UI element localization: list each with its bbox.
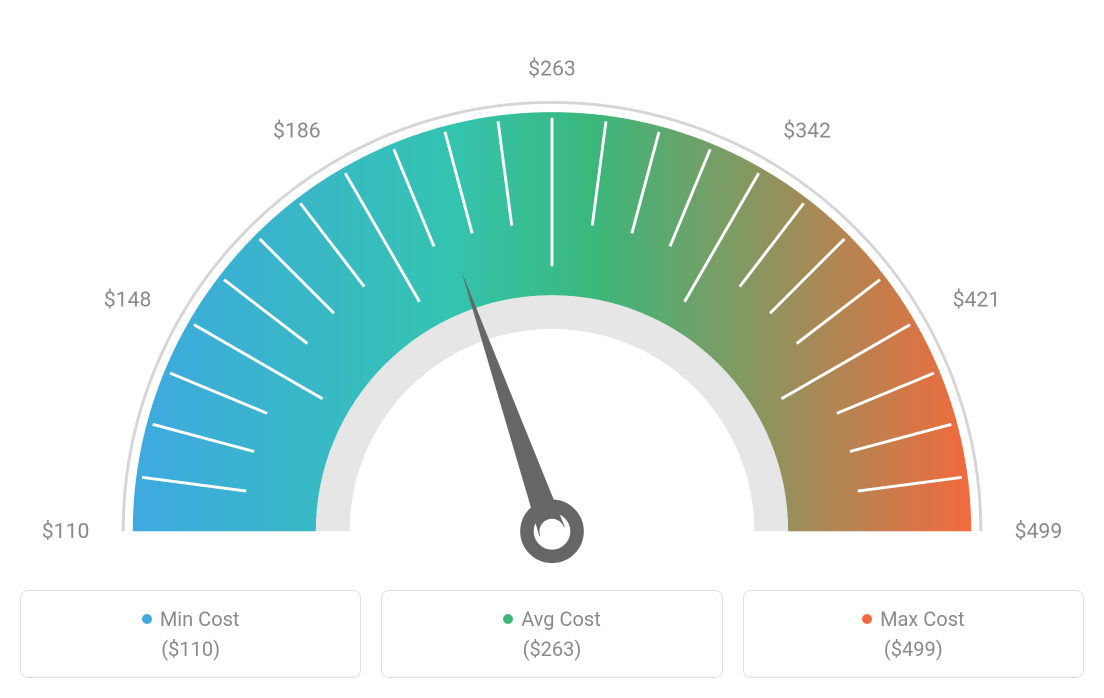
legend-value-min: ($110) [41, 637, 340, 661]
legend-title-max: Max Cost [862, 607, 965, 631]
gauge-needle-hub-inner [539, 519, 564, 544]
legend-title-min: Min Cost [142, 607, 240, 631]
legend-value-avg: ($263) [402, 637, 701, 661]
legend-dot-min [142, 614, 152, 624]
legend-card-avg: Avg Cost ($263) [381, 590, 722, 678]
gauge-svg: $110 $148 $186 $263 $342 $421 $499 [20, 20, 1084, 580]
legend-title-avg: Avg Cost [503, 607, 601, 631]
gauge-tick-label: $421 [953, 288, 1001, 313]
legend-label-avg: Avg Cost [521, 607, 601, 631]
gauge-tick-label: $342 [783, 118, 831, 143]
gauge-chart: $110 $148 $186 $263 $342 $421 $499 [20, 20, 1084, 580]
legend-card-min: Min Cost ($110) [20, 590, 361, 678]
gauge-tick-label: $263 [528, 56, 576, 81]
legend-row: Min Cost ($110) Avg Cost ($263) Max Cost… [20, 590, 1084, 678]
legend-dot-max [862, 614, 872, 624]
gauge-tick-label: $499 [1015, 519, 1063, 544]
gauge-tick-label: $110 [42, 519, 90, 544]
legend-label-min: Min Cost [160, 607, 240, 631]
legend-value-max: ($499) [764, 637, 1063, 661]
legend-card-max: Max Cost ($499) [743, 590, 1084, 678]
legend-dot-avg [503, 614, 513, 624]
gauge-tick-label: $148 [104, 288, 152, 313]
gauge-tick-label: $186 [273, 118, 321, 143]
legend-label-max: Max Cost [880, 607, 965, 631]
